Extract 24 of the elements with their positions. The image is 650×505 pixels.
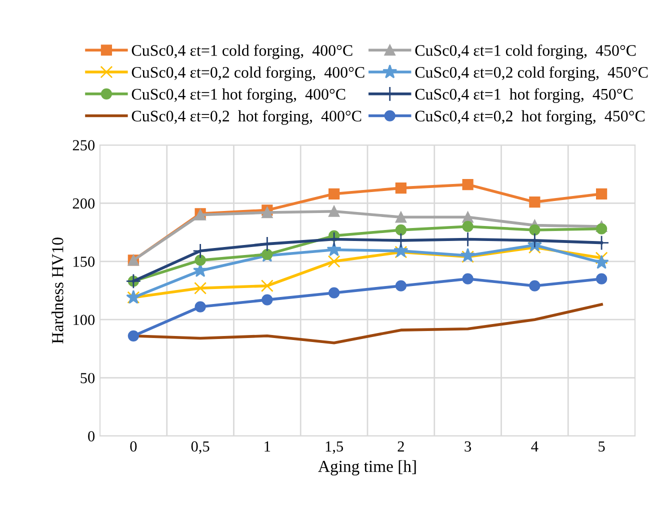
x-tick-label: 5 bbox=[598, 441, 605, 452]
legend-label: CuSc0,4 εt=1 hot forging, 450°C bbox=[415, 88, 633, 103]
x-tick-label: 2 bbox=[398, 441, 404, 452]
y-tick-label: 250 bbox=[72, 140, 95, 150]
y-tick-label: 50 bbox=[80, 372, 95, 384]
legend-label: CuSc0,4 εt=0,2 cold forging, 450°C bbox=[415, 66, 648, 82]
x-tick-label: 1 bbox=[264, 441, 270, 452]
x-tick-label: 1,5 bbox=[326, 441, 344, 454]
legend-label: CuSc0,4 εt=0,2 hot forging, 400°C bbox=[132, 110, 362, 125]
x-tick-label: 0 bbox=[130, 441, 137, 452]
y-axis-title: Hardness HV10 bbox=[52, 238, 64, 344]
y-tick-label: 150 bbox=[74, 256, 95, 267]
legend-label: CuSc0,4 εt=1 hot forging, 400°C bbox=[132, 88, 346, 103]
y-tick-label: 200 bbox=[72, 198, 95, 209]
y-tick-label: 100 bbox=[74, 314, 95, 326]
legend-label: CuSc0,4 εt=1 cold forging, 450°C bbox=[415, 44, 636, 60]
x-tick-label: 3 bbox=[464, 441, 472, 452]
y-tick-label: 0 bbox=[88, 431, 95, 442]
x-tick-label: 4 bbox=[531, 441, 538, 452]
x-tick-label: 0,5 bbox=[191, 441, 210, 454]
legend-label: CuSc0,4 εt=1 cold forging, 400°C bbox=[132, 44, 352, 60]
x-axis-title: Aging time [h] bbox=[318, 460, 416, 476]
legend-label: CuSc0,4 εt=0,2 hot forging, 450°C bbox=[415, 110, 645, 125]
legend-label: CuSc0,4 εt=0,2 cold forging, 400°C bbox=[132, 66, 364, 82]
